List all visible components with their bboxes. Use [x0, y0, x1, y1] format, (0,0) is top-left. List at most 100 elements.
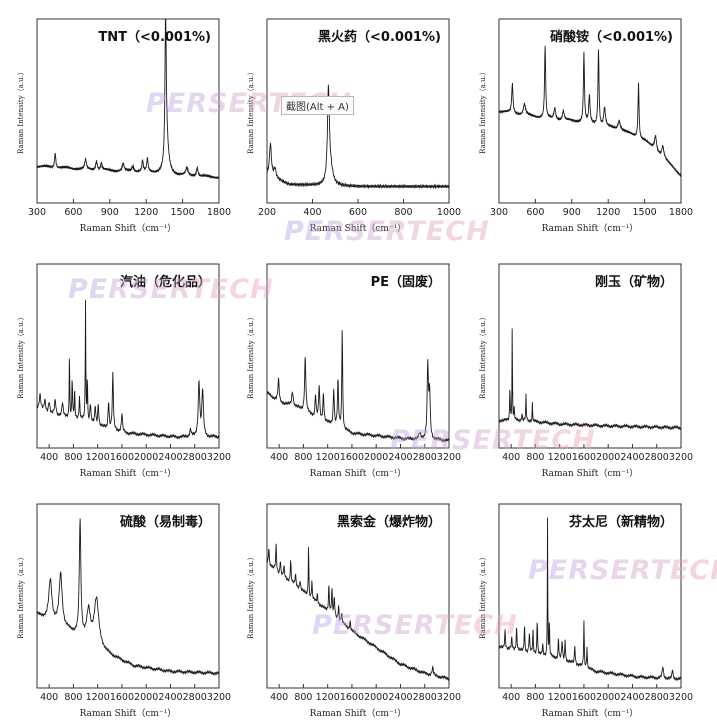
x-tick-label: 1600: [572, 692, 596, 703]
x-tick-label: 2000: [134, 692, 158, 703]
x-tick-label: 800: [294, 692, 312, 703]
spectrum-line-sulfuric-acid: [36, 518, 220, 676]
spectrum-line-tnt: [36, 18, 220, 179]
x-axis-label: Raman Shift（cm⁻¹）: [542, 223, 639, 234]
spectrum-svg-sulfuric-acid: 400 800 1200 1600 2000 2400 2800 3200 Raman Shif…: [17, 503, 231, 719]
spectrum-line-fentanyl: [498, 517, 682, 682]
spectrum-svg-corundum: 400 800 1200 1600 2000 2400 2800 3200 Raman Shif…: [479, 263, 693, 479]
x-tick-label: 600: [64, 207, 82, 218]
spectrum-line-pe: [266, 330, 450, 443]
x-tick-label: 900: [563, 207, 581, 218]
x-tick-label: 3200: [437, 692, 461, 703]
spectrum-line-gasoline: [36, 299, 220, 440]
x-tick-label: 2000: [596, 452, 620, 463]
plot-frame: [498, 263, 682, 449]
x-tick-label: 400: [270, 692, 288, 703]
spectrum-panel-fentanyl: 400 800 1200 1600 2000 2400 2800 3200 Raman Shif…: [469, 502, 693, 726]
x-tick-label: 1600: [110, 692, 134, 703]
x-tick-label: 1200: [86, 692, 110, 703]
plot-frame: [266, 263, 450, 449]
y-axis-label: Raman Intensity（a.u.）: [17, 313, 25, 399]
spectrum-svg-fentanyl: 400 800 1200 1600 2000 2400 2800 3200 Raman Shif…: [479, 503, 693, 719]
x-tick-label: 300: [490, 207, 508, 218]
y-axis-label: Raman Intensity（a.u.）: [17, 553, 25, 639]
chart-title-hexogen: 黑索金（爆炸物）: [337, 514, 441, 530]
x-axis-label: Raman Shift（cm⁻¹）: [80, 708, 177, 719]
spectrum-panel-tnt: 300 600 900 1200 1500 1800 Raman Shift（cm⁻¹） Ra…: [7, 17, 231, 241]
x-tick-label: 1600: [340, 692, 364, 703]
x-tick-label: 2800: [413, 692, 437, 703]
x-tick-label: 400: [40, 452, 58, 463]
x-tick-label: 1200: [316, 692, 340, 703]
x-tick-label: 1800: [207, 207, 231, 218]
x-tick-label: 2000: [134, 452, 158, 463]
plot-frame: [36, 503, 220, 689]
chart-title-black-powder: 黑火药（<0.001%): [318, 29, 441, 45]
x-axis-label: Raman Shift（cm⁻¹）: [542, 708, 639, 719]
x-tick-label: 800: [64, 452, 82, 463]
x-axis-label: Raman Shift（cm⁻¹）: [310, 708, 407, 719]
chart-title-ammonium-nitrate: 硝酸铵（<0.001%): [550, 29, 673, 45]
x-tick-label: 1200: [548, 692, 572, 703]
x-tick-label: 2000: [364, 692, 388, 703]
x-tick-label: 400: [40, 692, 58, 703]
chart-title-gasoline: 汽油（危化品）: [120, 274, 211, 290]
spectrum-svg-black-powder: 200 400 600 800 1000 Raman Shift（cm⁻¹） Raman I…: [247, 18, 461, 234]
x-tick-label: 2800: [183, 692, 207, 703]
x-tick-label: 1200: [134, 207, 158, 218]
x-tick-label: 2400: [158, 452, 182, 463]
x-tick-label: 800: [64, 692, 82, 703]
plot-frame: [36, 18, 220, 204]
chart-title-sulfuric-acid: 硫酸（易制毒）: [120, 514, 211, 530]
spectrum-panel-corundum: 400 800 1200 1600 2000 2400 2800 3200 Raman Shif…: [469, 262, 693, 486]
y-axis-label: Raman Intensity（a.u.）: [17, 68, 25, 154]
x-tick-label: 800: [394, 207, 412, 218]
spectrum-panel-hexogen: 400 800 1200 1600 2000 2400 2800 3200 Raman Shif…: [237, 502, 461, 726]
spectrum-panel-black-powder: 200 400 600 800 1000 Raman Shift（cm⁻¹） Raman I…: [237, 17, 461, 241]
x-tick-label: 2000: [364, 452, 388, 463]
x-axis-label: Raman Shift（cm⁻¹）: [310, 223, 407, 234]
x-tick-label: 3200: [437, 452, 461, 463]
spectrum-svg-pe: 400 800 1200 1600 2000 2400 2800 3200 Raman Shif…: [247, 263, 461, 479]
x-tick-label: 800: [294, 452, 312, 463]
y-axis-label: Raman Intensity（a.u.）: [479, 313, 487, 399]
x-tick-label: 1200: [548, 452, 572, 463]
x-tick-label: 1600: [572, 452, 596, 463]
x-tick-label: 1500: [633, 207, 657, 218]
x-tick-label: 2400: [158, 692, 182, 703]
y-axis-label: Raman Intensity（a.u.）: [479, 68, 487, 154]
x-tick-label: 2800: [413, 452, 437, 463]
x-tick-label: 1600: [340, 452, 364, 463]
x-tick-label: 600: [526, 207, 544, 218]
x-tick-label: 800: [526, 452, 544, 463]
x-tick-label: 800: [526, 692, 544, 703]
x-tick-label: 2000: [596, 692, 620, 703]
x-tick-label: 3200: [669, 692, 693, 703]
x-tick-label: 400: [270, 452, 288, 463]
x-tick-label: 3200: [207, 692, 231, 703]
chart-title-corundum: 刚玉（矿物）: [595, 274, 673, 290]
x-axis-label: Raman Shift（cm⁻¹）: [542, 468, 639, 479]
x-tick-label: 1500: [171, 207, 195, 218]
spectrum-line-hexogen: [266, 543, 450, 682]
x-tick-label: 2800: [645, 692, 669, 703]
x-tick-label: 1000: [437, 207, 461, 218]
plot-frame: [36, 263, 220, 449]
spectrum-svg-hexogen: 400 800 1200 1600 2000 2400 2800 3200 Raman Shif…: [247, 503, 461, 719]
x-tick-label: 1600: [110, 452, 134, 463]
spectrum-line-black-powder: [266, 84, 450, 190]
x-tick-label: 200: [258, 207, 276, 218]
y-axis-label: Raman Intensity（a.u.）: [479, 553, 487, 639]
spectrum-svg-ammonium-nitrate: 300 600 900 1200 1500 1800 Raman Shift（cm⁻¹） Ra…: [479, 18, 693, 234]
x-tick-label: 3200: [207, 452, 231, 463]
spectrum-panel-pe: 400 800 1200 1600 2000 2400 2800 3200 Raman Shif…: [237, 262, 461, 486]
x-tick-label: 2800: [183, 452, 207, 463]
x-tick-label: 2400: [620, 452, 644, 463]
spectrum-svg-tnt: 300 600 900 1200 1500 1800 Raman Shift（cm⁻¹） Ra…: [17, 18, 231, 234]
spectrum-svg-gasoline: 400 800 1200 1600 2000 2400 2800 3200 Raman Shif…: [17, 263, 231, 479]
x-tick-label: 2400: [388, 452, 412, 463]
spectrum-line-corundum: [498, 328, 682, 431]
x-tick-label: 600: [349, 207, 367, 218]
spectrum-panel-sulfuric-acid: 400 800 1200 1600 2000 2400 2800 3200 Raman Shif…: [7, 502, 231, 726]
